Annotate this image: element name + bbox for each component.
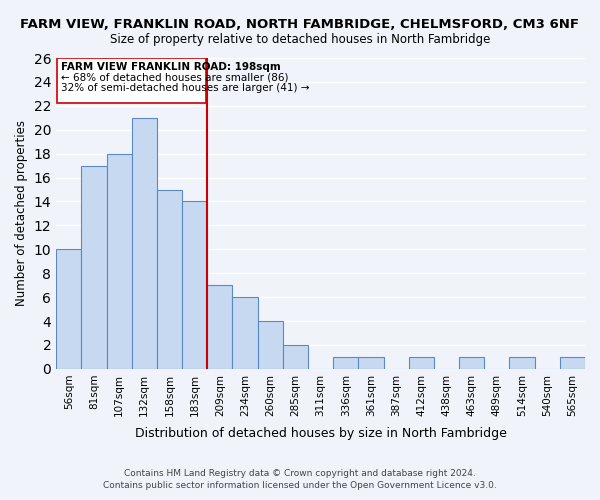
Bar: [82, 166, 107, 369]
Bar: [157, 190, 182, 369]
Text: Size of property relative to detached houses in North Fambridge: Size of property relative to detached ho…: [110, 32, 490, 46]
Bar: [232, 297, 257, 369]
Bar: [132, 118, 157, 369]
Bar: [459, 357, 484, 369]
Bar: [207, 285, 232, 369]
Y-axis label: Number of detached properties: Number of detached properties: [15, 120, 28, 306]
Text: FARM VIEW, FRANKLIN ROAD, NORTH FAMBRIDGE, CHELMSFORD, CM3 6NF: FARM VIEW, FRANKLIN ROAD, NORTH FAMBRIDG…: [20, 18, 580, 30]
Bar: [283, 345, 308, 369]
Bar: [56, 250, 82, 369]
Text: Contains public sector information licensed under the Open Government Licence v3: Contains public sector information licen…: [103, 481, 497, 490]
X-axis label: Distribution of detached houses by size in North Fambridge: Distribution of detached houses by size …: [134, 427, 506, 440]
Bar: [358, 357, 383, 369]
Bar: [560, 357, 585, 369]
Bar: [509, 357, 535, 369]
Text: ← 68% of detached houses are smaller (86): ← 68% of detached houses are smaller (86…: [61, 72, 289, 83]
Bar: [409, 357, 434, 369]
Bar: [182, 202, 207, 369]
Bar: [257, 321, 283, 369]
Text: Contains HM Land Registry data © Crown copyright and database right 2024.: Contains HM Land Registry data © Crown c…: [124, 468, 476, 477]
FancyBboxPatch shape: [58, 58, 206, 104]
Text: FARM VIEW FRANKLIN ROAD: 198sqm: FARM VIEW FRANKLIN ROAD: 198sqm: [61, 62, 281, 72]
Bar: [333, 357, 358, 369]
Bar: [107, 154, 132, 369]
Text: 32% of semi-detached houses are larger (41) →: 32% of semi-detached houses are larger (…: [61, 83, 310, 93]
